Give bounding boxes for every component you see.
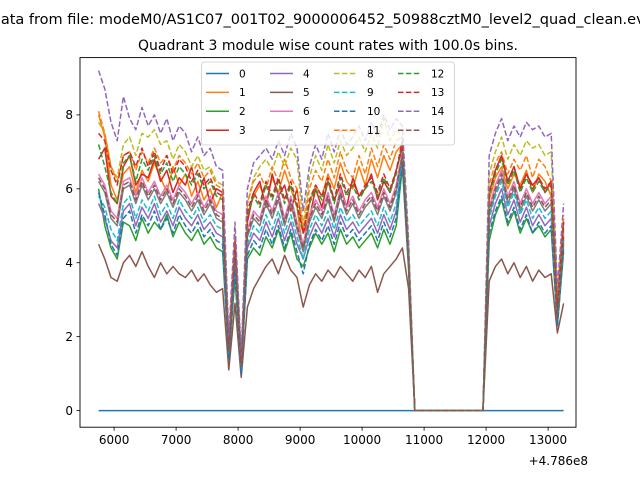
legend-label-14: 14 [431, 106, 445, 118]
plot-area [97, 70, 565, 412]
legend-label-8: 8 [367, 68, 374, 80]
x-tick-label: 13000 [529, 433, 567, 447]
legend-label-7: 7 [303, 125, 310, 137]
legend-label-4: 4 [303, 68, 310, 80]
legend-label-9: 9 [367, 87, 374, 99]
legend-label-0: 0 [239, 68, 246, 80]
x-tick-label: 8000 [223, 433, 254, 447]
x-tick-label: 7000 [161, 433, 192, 447]
legend-label-6: 6 [303, 106, 310, 118]
x-tick-label: 12000 [467, 433, 505, 447]
legend-label-13: 13 [431, 87, 444, 99]
y-tick-label: 2 [65, 330, 73, 344]
legend-label-10: 10 [367, 106, 380, 118]
legend-label-3: 3 [239, 125, 246, 137]
y-tick-label: 6 [65, 182, 73, 196]
legend-label-11: 11 [367, 125, 380, 137]
y-axis: 0 2 4 6 8 [65, 108, 80, 418]
legend-label-1: 1 [239, 87, 246, 99]
series-line-15 [97, 154, 565, 412]
legend-box [201, 61, 455, 146]
x-tick-label: 10000 [343, 433, 381, 447]
y-tick-label: 8 [65, 108, 73, 122]
x-tick-label: 11000 [405, 433, 443, 447]
x-tick-label: 9000 [285, 433, 316, 447]
axes-frame [79, 57, 577, 428]
legend-label-15: 15 [431, 125, 444, 137]
series-line-12 [97, 140, 565, 412]
x-tick-label: 6000 [99, 433, 130, 447]
legend-label-12: 12 [431, 68, 444, 80]
x-offset-label: +4.786e8 [529, 454, 588, 468]
legend-label-2: 2 [239, 106, 246, 118]
legend-label-5: 5 [303, 87, 310, 99]
figure-suptitle: Data from file: modeM0/AS1C07_001T02_900… [0, 12, 640, 28]
chart-title: Quadrant 3 module wise count rates with … [138, 38, 518, 54]
x-axis: 6000 7000 8000 9000 10000 11000 12000 13000 [99, 427, 567, 447]
y-tick-label: 0 [65, 404, 73, 418]
y-tick-label: 4 [65, 256, 73, 270]
series-line-5 [97, 243, 565, 412]
series-line-10 [97, 162, 565, 412]
